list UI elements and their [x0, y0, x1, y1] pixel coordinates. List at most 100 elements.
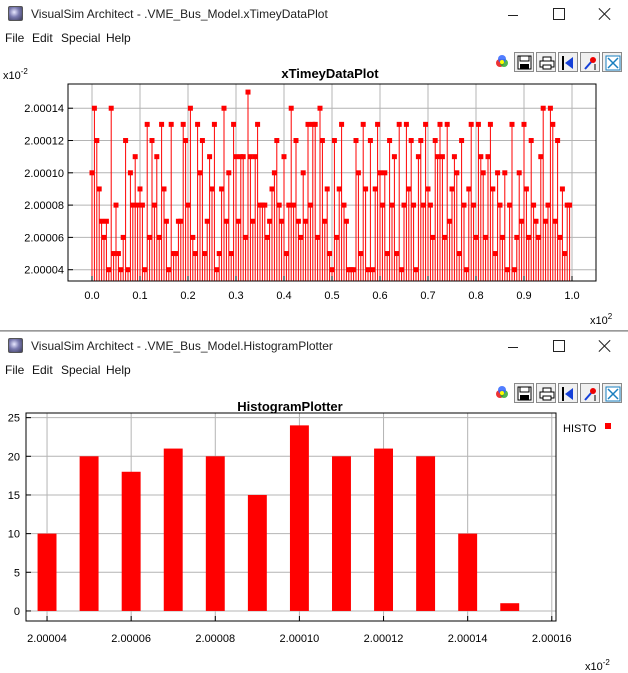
zoom-fit-button[interactable]	[602, 52, 622, 72]
menu-help[interactable]: Help	[106, 31, 131, 45]
data-point	[471, 202, 477, 208]
x-tick-label: 0.7	[420, 290, 435, 302]
save-button[interactable]	[514, 383, 534, 403]
data-point	[358, 251, 364, 257]
fill-button[interactable]	[492, 52, 512, 72]
data-point	[439, 154, 445, 160]
data-point	[219, 186, 225, 192]
data-point	[226, 170, 232, 176]
axes: 2.00004 2.00006 2.00008 2.00010 2.00012 2.000…	[8, 412, 572, 645]
format-button[interactable]	[580, 52, 600, 72]
minimize-button[interactable]	[490, 332, 536, 360]
data-point	[531, 202, 537, 208]
histogram-bar	[205, 456, 225, 611]
data-point	[562, 251, 568, 257]
maximize-button[interactable]	[536, 0, 582, 28]
data-point	[178, 218, 184, 224]
plot-frame	[25, 412, 557, 622]
menu-file[interactable]: File	[5, 363, 25, 377]
data-point	[355, 170, 361, 176]
menu-file[interactable]: File	[5, 31, 25, 45]
data-point	[420, 202, 426, 208]
data-point	[96, 186, 102, 192]
menu-edit[interactable]: Edit	[32, 363, 53, 377]
reset-axes-button[interactable]	[558, 52, 578, 72]
data-point	[550, 121, 556, 127]
data-point	[221, 105, 227, 111]
data-point	[245, 89, 251, 95]
maximize-icon	[553, 339, 565, 352]
menu-special[interactable]: Special	[61, 363, 101, 377]
data-point	[363, 186, 369, 192]
data-point	[511, 267, 517, 273]
x-exponent-base: x10	[585, 661, 603, 673]
data-point	[204, 218, 210, 224]
data-point	[267, 218, 273, 224]
y-tick-label: 2.00006	[24, 232, 64, 244]
data-point	[519, 218, 525, 224]
app-icon	[8, 6, 23, 21]
data-point	[353, 138, 359, 144]
title-bar[interactable]: VisualSim Architect - .VME_Bus_Model.His…	[0, 332, 628, 360]
data-point	[545, 202, 551, 208]
print-button[interactable]	[536, 52, 556, 72]
data-point	[120, 234, 126, 240]
data-point	[408, 138, 414, 144]
print-icon	[539, 387, 555, 401]
data-point	[430, 234, 436, 240]
menu-help[interactable]: Help	[106, 363, 131, 377]
format-button[interactable]	[580, 383, 600, 403]
data-point	[487, 121, 493, 127]
y-tick-label: 2.00012	[24, 136, 64, 148]
data-point	[449, 186, 455, 192]
data-point	[444, 121, 450, 127]
data-point	[327, 251, 333, 257]
x-exponent-power: 2	[608, 312, 613, 321]
print-button[interactable]	[536, 383, 556, 403]
data-point	[415, 154, 421, 160]
data-point	[319, 138, 325, 144]
histogram-bar	[247, 494, 267, 611]
menu-edit[interactable]: Edit	[32, 31, 53, 45]
data-point	[89, 170, 95, 176]
minimize-button[interactable]	[490, 0, 536, 28]
data-point	[372, 186, 378, 192]
data-point	[192, 251, 198, 257]
data-point	[463, 267, 469, 273]
data-point	[461, 202, 467, 208]
data-point	[451, 154, 457, 160]
data-point	[190, 234, 196, 240]
reset-axes-button[interactable]	[558, 383, 578, 403]
maximize-button[interactable]	[536, 332, 582, 360]
save-button[interactable]	[514, 52, 534, 72]
data-point	[269, 186, 275, 192]
data-point	[351, 267, 357, 273]
data-point	[106, 267, 112, 273]
data-point	[125, 267, 131, 273]
x-tick-label: 2.00010	[280, 633, 320, 645]
data-point	[401, 202, 407, 208]
data-point	[543, 218, 549, 224]
data-point	[391, 154, 397, 160]
app-icon	[8, 338, 23, 353]
data-point	[307, 202, 313, 208]
title-bar[interactable]: VisualSim Architect - .VME_Bus_Model.xTi…	[0, 0, 628, 28]
histogram-bar	[500, 603, 520, 611]
data-point	[413, 267, 419, 273]
zoom-fit-button[interactable]	[602, 383, 622, 403]
menu-special[interactable]: Special	[61, 31, 101, 45]
data-point	[339, 121, 345, 127]
data-point	[437, 121, 443, 127]
data-point	[255, 121, 261, 127]
data-points	[89, 89, 573, 281]
data-point	[557, 234, 563, 240]
window-title: VisualSim Architect - .VME_Bus_Model.His…	[31, 339, 333, 353]
data-point	[403, 121, 409, 127]
fill-button[interactable]	[492, 383, 512, 403]
menu-bar: File Edit Special Help	[0, 29, 628, 49]
data-point	[528, 138, 534, 144]
data-point	[291, 202, 297, 208]
data-point	[384, 251, 390, 257]
data-point	[197, 170, 203, 176]
menu-bar: File Edit Special Help	[0, 361, 628, 381]
